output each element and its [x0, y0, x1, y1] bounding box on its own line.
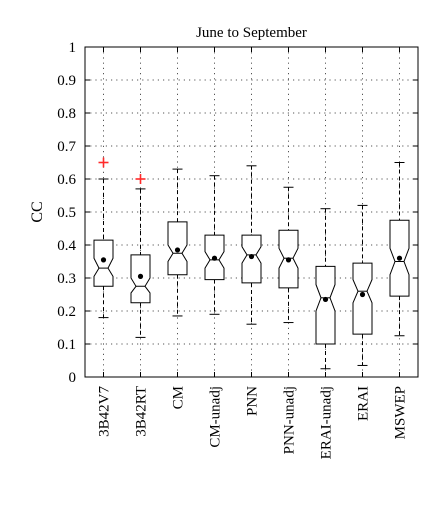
y-tick-label: 0.8	[57, 106, 76, 122]
y-tick-label: 1	[69, 40, 77, 56]
x-tick-label: 3B42V7	[97, 386, 113, 437]
y-tick-label: 0.2	[57, 304, 76, 320]
chart-title: June to September	[196, 25, 307, 41]
mean-marker	[396, 255, 403, 261]
box-PNN	[241, 165, 262, 325]
y-tick-label: 0.1	[57, 337, 76, 353]
x-tick-label: PNN-unadj	[282, 386, 298, 454]
y-tick-label: 0.9	[57, 73, 76, 89]
x-tick-label: CM-unadj	[208, 386, 224, 448]
box-ERAI-unadj	[315, 208, 336, 370]
box-PNN-unadj	[278, 186, 299, 324]
box-3B42RT	[130, 174, 151, 338]
outlier-marker	[98, 157, 109, 168]
y-tick-label: 0.5	[57, 205, 76, 221]
outlier-marker	[135, 174, 146, 184]
x-tick-label: 3B42RT	[134, 386, 150, 437]
box-3B42V7	[93, 157, 114, 319]
x-tick-label: CM	[171, 386, 187, 409]
mean-marker	[322, 296, 329, 303]
mean-marker	[211, 255, 218, 261]
mean-marker	[285, 257, 292, 263]
y-tick-label: 0.4	[57, 238, 76, 254]
box-CM	[167, 168, 188, 317]
box-CM-unadj	[204, 175, 225, 315]
y-tick-label: 0.3	[57, 271, 76, 287]
mean-marker	[248, 253, 255, 260]
mean-marker	[100, 257, 107, 263]
box-MSWEP	[389, 162, 410, 337]
y-tick-label: 0.7	[57, 139, 76, 155]
y-tick-label: 0.6	[57, 172, 76, 188]
x-tick-label: ERAI	[356, 386, 372, 421]
notched-box	[352, 262, 373, 335]
y-axis-label: CC	[29, 201, 46, 222]
boxes-layer	[93, 157, 410, 370]
mean-marker	[137, 273, 144, 279]
box-ERAI	[352, 204, 373, 366]
y-tick-label: 0	[69, 370, 77, 386]
x-tick-label: MSWEP	[393, 386, 409, 439]
notched-box	[315, 265, 336, 345]
notched-box	[93, 239, 114, 287]
mean-marker	[174, 247, 181, 253]
x-tick-label: PNN	[245, 386, 261, 416]
x-tick-label: ERAI-unadj	[319, 386, 335, 459]
ticks-layer: 0 0.1 0.2 0.3 0.4 0.5 0.6 0.7 0.8 0.9 1 3B42V7 3B42R…	[57, 40, 418, 459]
mean-marker	[359, 291, 366, 298]
